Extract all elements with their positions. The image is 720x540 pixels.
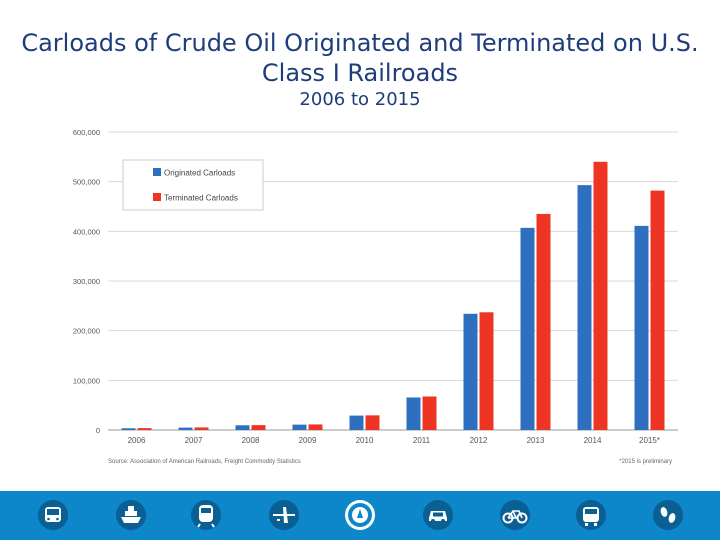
bar-originated: [235, 425, 250, 430]
y-tick-label: 400,000: [73, 227, 100, 236]
bar-originated: [121, 428, 136, 430]
bar-terminated: [194, 427, 209, 430]
bus-icon: [35, 499, 71, 531]
bar-originated: [406, 397, 421, 430]
legend-box: [122, 159, 264, 211]
chart-subtitle: 2006 to 2015: [299, 89, 421, 110]
bar-terminated: [365, 415, 380, 430]
dot-seal-icon: [342, 499, 378, 531]
bar-originated: [463, 313, 478, 430]
legend-swatch: [153, 168, 161, 176]
bar-originated: [178, 427, 193, 430]
x-tick-label: 2013: [527, 436, 545, 445]
x-tick-label: 2012: [470, 436, 488, 445]
x-tick-label: 2009: [299, 436, 317, 445]
airplane-icon: [266, 499, 302, 531]
bar-originated: [520, 227, 535, 430]
bicycle-icon: [497, 499, 533, 531]
bar-terminated: [251, 425, 266, 430]
y-tick-label: 100,000: [73, 376, 100, 385]
y-tick-label: 600,000: [73, 128, 100, 137]
x-tick-label: 2015*: [639, 436, 660, 445]
legend-swatch: [153, 193, 161, 201]
x-tick-label: 2011: [413, 436, 431, 445]
bar-originated: [577, 185, 592, 430]
bar-terminated: [308, 424, 323, 430]
y-tick-label: 300,000: [73, 277, 100, 286]
x-tick-label: 2010: [356, 436, 374, 445]
x-tick-label: 2006: [128, 436, 146, 445]
bar-chart: 0 100,000 200,000 300,000 400,000 500,000 600,…: [73, 128, 678, 465]
bar-terminated: [137, 428, 152, 430]
bar-terminated: [422, 396, 437, 430]
x-tick-label: 2008: [242, 436, 260, 445]
bar-terminated: [536, 213, 551, 430]
y-tick-label: 500,000: [73, 178, 100, 187]
legend-label: Terminated Carloads: [164, 194, 238, 203]
bar-originated: [634, 225, 649, 430]
bar-terminated: [650, 190, 665, 430]
x-tick-label: 2007: [185, 436, 203, 445]
x-tick-label: 2014: [584, 436, 602, 445]
train-icon: [188, 499, 224, 531]
bar-terminated: [593, 161, 608, 431]
y-tick-label: 200,000: [73, 327, 100, 336]
y-tick-label: 0: [96, 426, 100, 435]
bar-terminated: [479, 312, 494, 430]
footprints-icon: [650, 499, 686, 531]
footer-bar: [0, 491, 720, 540]
bar-originated: [349, 415, 364, 430]
footnote: *2015 is preliminary: [619, 459, 672, 465]
legend-label: Originated Carloads: [164, 169, 235, 178]
transit-bus-icon: [573, 499, 609, 531]
source-note: Source: Association of American Railroad…: [108, 459, 301, 465]
ship-icon: [113, 499, 149, 531]
chart-title: Carloads of Crude Oil Originated and Ter…: [21, 29, 699, 87]
bar-originated: [292, 424, 307, 430]
car-icon: [420, 499, 456, 531]
